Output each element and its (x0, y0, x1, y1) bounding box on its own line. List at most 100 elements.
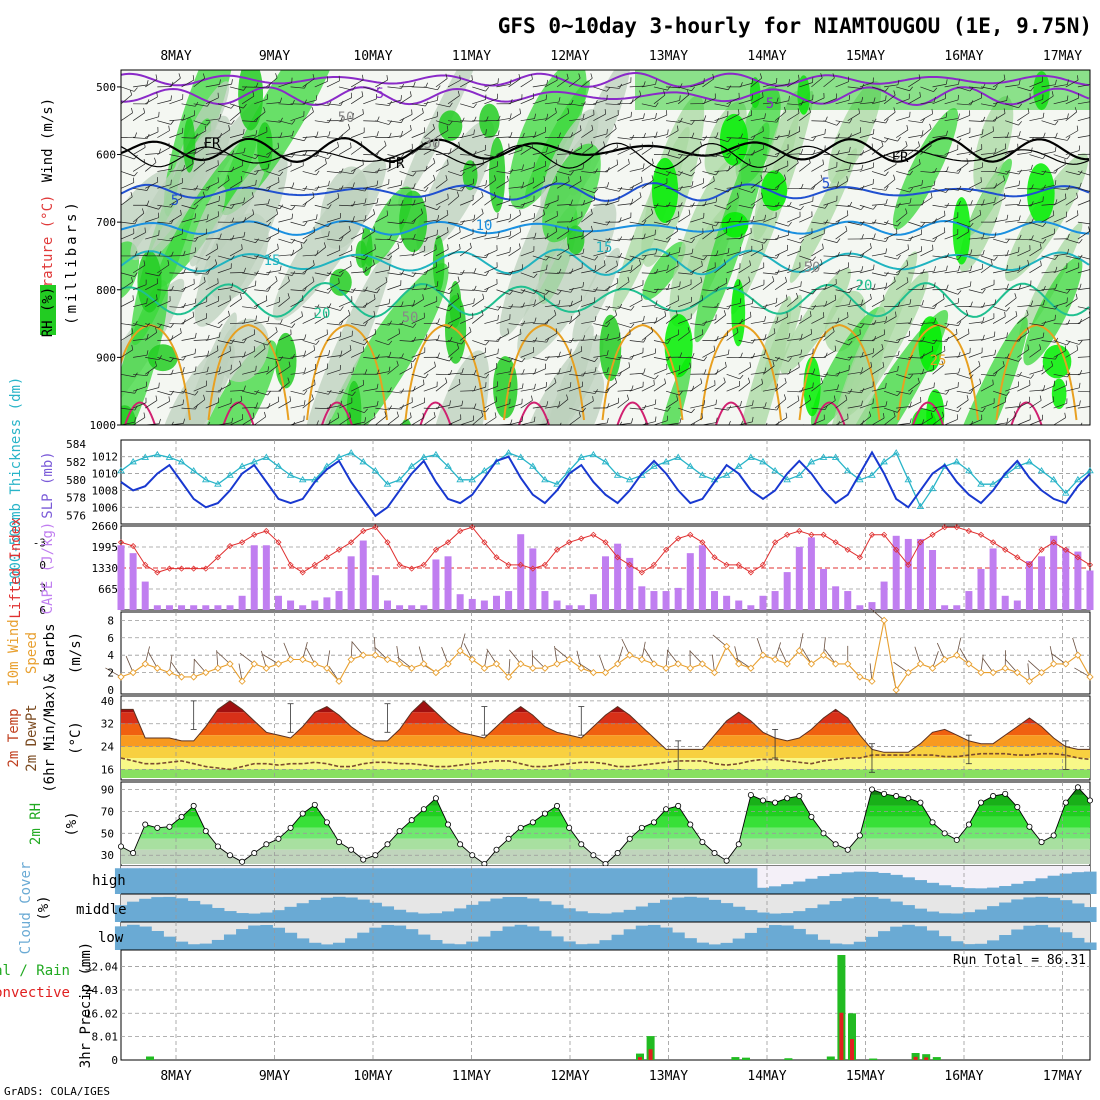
wind-barb (665, 154, 680, 159)
cloud-bar (720, 868, 734, 894)
wind-barb (363, 388, 378, 392)
wind-barb (774, 398, 787, 409)
wind-barb (702, 136, 717, 138)
wind-barb-flag (219, 332, 221, 338)
wind-barb-flag (485, 341, 489, 346)
wind-barb (326, 405, 341, 409)
wind-barb (1005, 406, 1020, 409)
wind-barb-flag (994, 232, 997, 238)
wind-barb-flag (143, 412, 146, 418)
wind-barb (217, 402, 232, 409)
wind-barb-flag (1030, 300, 1033, 306)
wind-barb-flag (144, 142, 146, 148)
wind-barb (350, 145, 363, 155)
li-point (675, 535, 682, 542)
wind-barb (1017, 137, 1031, 142)
wind-barb (241, 417, 255, 425)
wind-barb-flag (1091, 188, 1094, 192)
cloud-bar (599, 868, 613, 894)
wind-barb (447, 146, 460, 155)
wind-barb-flag (808, 107, 811, 113)
wind-barb (702, 78, 715, 88)
wind-barb (205, 263, 217, 274)
wind-barb (460, 357, 474, 361)
wind-barb (314, 185, 329, 189)
wind-barb (581, 114, 595, 122)
rh2m-point (154, 824, 161, 831)
wind10-point (735, 660, 743, 668)
wind-barb (508, 168, 523, 172)
li-tick-label: 0 (39, 559, 46, 572)
wind-barb-flag (350, 142, 352, 148)
cape-bar (820, 568, 828, 610)
wind-barb-flag (437, 404, 441, 409)
cloud-bar (611, 868, 625, 894)
rh-blob (540, 325, 594, 425)
wind-barb-flag (461, 186, 465, 192)
li-point (747, 569, 754, 576)
wind-barb (847, 304, 862, 308)
wind-barb-flag (639, 90, 642, 96)
cape-bar (250, 545, 258, 610)
wind-barb-flag (1028, 396, 1031, 402)
wind-barb-flag (194, 247, 197, 253)
wind-barb (326, 417, 339, 425)
wind-barb (605, 265, 618, 274)
wind-barb-flag (433, 412, 436, 418)
wind10-point (722, 642, 731, 651)
wind-barb (581, 255, 595, 261)
thickness-point (831, 453, 840, 460)
wind-barb (508, 421, 523, 425)
wind10-barb (1004, 658, 1018, 673)
thickness-point (952, 458, 961, 465)
wind-barb (145, 272, 159, 277)
wind-barb-flag (763, 239, 768, 244)
wind-barb (799, 137, 814, 142)
rh-core (651, 157, 679, 223)
wind-barb-flag (171, 81, 174, 87)
wind-barb (617, 389, 632, 392)
wind-barb-flag (423, 379, 425, 385)
wind-barb (932, 270, 947, 274)
wind-barb-flag (958, 321, 962, 326)
wind-barb-flag (783, 106, 787, 112)
wind-barb (278, 272, 293, 276)
wind-barb (690, 255, 704, 261)
wind-barb (896, 335, 910, 341)
wind-barb-flag (546, 146, 548, 152)
thickness-point (177, 458, 186, 465)
wind-barb-flag (909, 354, 913, 360)
wind-barb-flag (243, 351, 246, 357)
wind-barb-flag (1076, 345, 1079, 351)
wind-barb-flag (667, 355, 671, 361)
cape-bar (941, 605, 949, 610)
wind-barb-flag (773, 328, 776, 334)
cloud-bar (454, 868, 467, 894)
wind-barb-flag (291, 119, 296, 125)
rh2m-point (445, 821, 452, 828)
wind10-barb (870, 608, 885, 621)
wind-barb (169, 98, 183, 105)
wind-barb (678, 301, 692, 307)
wind-barb (1029, 323, 1044, 326)
rh-core (1042, 344, 1072, 379)
wind-barb (254, 86, 269, 89)
wind-barb (908, 340, 923, 342)
wind-barb (254, 289, 269, 292)
slp-label: SLP (mb) (40, 451, 56, 518)
wind-barb (811, 419, 825, 425)
wind-barb (266, 77, 278, 88)
wind-barb (569, 373, 584, 377)
wind-barb (774, 249, 788, 257)
li-point (977, 531, 985, 538)
cape-bar (1062, 548, 1070, 610)
wind-barb (593, 238, 608, 243)
wind-barb (641, 213, 654, 223)
cloud-bar (284, 868, 298, 894)
wind-barb-flag (207, 101, 211, 107)
li-point (469, 524, 476, 531)
cloud-bar (502, 926, 516, 950)
contour-label: 20 (314, 306, 331, 322)
wind-barb-flag (134, 251, 138, 257)
wind-barb (932, 154, 947, 157)
